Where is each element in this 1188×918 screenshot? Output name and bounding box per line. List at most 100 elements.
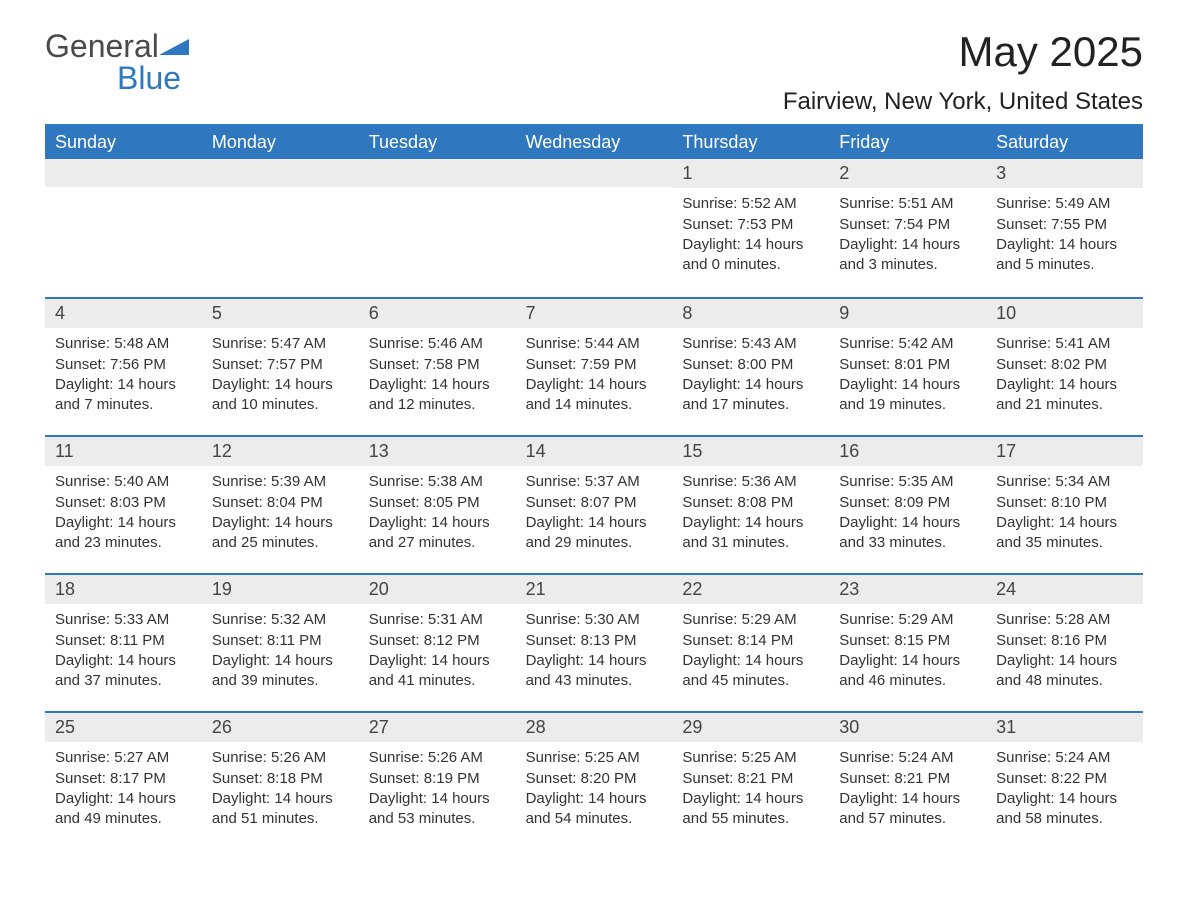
header: General Blue May 2025 Fairview, New York… — [45, 30, 1143, 116]
day-number: 29 — [672, 713, 829, 742]
daylight-text: Daylight: 14 hours and 3 minutes. — [839, 235, 976, 276]
day-details: Sunrise: 5:26 AMSunset: 8:19 PMDaylight:… — [359, 742, 516, 839]
day-number: 3 — [986, 159, 1143, 188]
day-number: 4 — [45, 299, 202, 328]
sunset-text: Sunset: 8:10 PM — [996, 493, 1133, 513]
day-cell: 27Sunrise: 5:26 AMSunset: 8:19 PMDayligh… — [359, 713, 516, 849]
daylight-text: Daylight: 14 hours and 29 minutes. — [526, 513, 663, 554]
day-cell: 9Sunrise: 5:42 AMSunset: 8:01 PMDaylight… — [829, 299, 986, 435]
sunrise-text: Sunrise: 5:38 AM — [369, 472, 506, 492]
day-number: 25 — [45, 713, 202, 742]
day-cell: 24Sunrise: 5:28 AMSunset: 8:16 PMDayligh… — [986, 575, 1143, 711]
week-row: 4Sunrise: 5:48 AMSunset: 7:56 PMDaylight… — [45, 297, 1143, 435]
daylight-text: Daylight: 14 hours and 43 minutes. — [526, 651, 663, 692]
weekday-header: Friday — [829, 126, 986, 159]
daylight-text: Daylight: 14 hours and 51 minutes. — [212, 789, 349, 830]
day-details: Sunrise: 5:42 AMSunset: 8:01 PMDaylight:… — [829, 328, 986, 425]
day-number: 7 — [516, 299, 673, 328]
day-cell: 25Sunrise: 5:27 AMSunset: 8:17 PMDayligh… — [45, 713, 202, 849]
sunrise-text: Sunrise: 5:46 AM — [369, 334, 506, 354]
sunrise-text: Sunrise: 5:26 AM — [212, 748, 349, 768]
daylight-text: Daylight: 14 hours and 7 minutes. — [55, 375, 192, 416]
day-cell: 31Sunrise: 5:24 AMSunset: 8:22 PMDayligh… — [986, 713, 1143, 849]
sunset-text: Sunset: 7:55 PM — [996, 215, 1133, 235]
sunset-text: Sunset: 8:16 PM — [996, 631, 1133, 651]
daylight-text: Daylight: 14 hours and 37 minutes. — [55, 651, 192, 692]
sunrise-text: Sunrise: 5:36 AM — [682, 472, 819, 492]
day-number: 14 — [516, 437, 673, 466]
daylight-text: Daylight: 14 hours and 5 minutes. — [996, 235, 1133, 276]
daylight-text: Daylight: 14 hours and 39 minutes. — [212, 651, 349, 692]
week-row: 11Sunrise: 5:40 AMSunset: 8:03 PMDayligh… — [45, 435, 1143, 573]
sunset-text: Sunset: 7:53 PM — [682, 215, 819, 235]
day-details: Sunrise: 5:27 AMSunset: 8:17 PMDaylight:… — [45, 742, 202, 839]
day-cell — [359, 159, 516, 297]
day-details: Sunrise: 5:41 AMSunset: 8:02 PMDaylight:… — [986, 328, 1143, 425]
sunrise-text: Sunrise: 5:43 AM — [682, 334, 819, 354]
weekday-header: Thursday — [672, 126, 829, 159]
day-details: Sunrise: 5:34 AMSunset: 8:10 PMDaylight:… — [986, 466, 1143, 563]
day-cell: 15Sunrise: 5:36 AMSunset: 8:08 PMDayligh… — [672, 437, 829, 573]
day-details: Sunrise: 5:28 AMSunset: 8:16 PMDaylight:… — [986, 604, 1143, 701]
day-cell: 21Sunrise: 5:30 AMSunset: 8:13 PMDayligh… — [516, 575, 673, 711]
day-number: 17 — [986, 437, 1143, 466]
day-cell: 12Sunrise: 5:39 AMSunset: 8:04 PMDayligh… — [202, 437, 359, 573]
daylight-text: Daylight: 14 hours and 14 minutes. — [526, 375, 663, 416]
day-details: Sunrise: 5:48 AMSunset: 7:56 PMDaylight:… — [45, 328, 202, 425]
sunrise-text: Sunrise: 5:29 AM — [839, 610, 976, 630]
day-cell: 19Sunrise: 5:32 AMSunset: 8:11 PMDayligh… — [202, 575, 359, 711]
day-cell: 6Sunrise: 5:46 AMSunset: 7:58 PMDaylight… — [359, 299, 516, 435]
day-cell: 30Sunrise: 5:24 AMSunset: 8:21 PMDayligh… — [829, 713, 986, 849]
day-cell: 10Sunrise: 5:41 AMSunset: 8:02 PMDayligh… — [986, 299, 1143, 435]
logo-triangle-icon — [159, 37, 189, 57]
day-cell: 22Sunrise: 5:29 AMSunset: 8:14 PMDayligh… — [672, 575, 829, 711]
day-number: 28 — [516, 713, 673, 742]
day-details: Sunrise: 5:25 AMSunset: 8:20 PMDaylight:… — [516, 742, 673, 839]
daylight-text: Daylight: 14 hours and 21 minutes. — [996, 375, 1133, 416]
empty-day — [516, 159, 673, 187]
sunrise-text: Sunrise: 5:39 AM — [212, 472, 349, 492]
sunset-text: Sunset: 8:22 PM — [996, 769, 1133, 789]
day-cell: 18Sunrise: 5:33 AMSunset: 8:11 PMDayligh… — [45, 575, 202, 711]
day-number: 15 — [672, 437, 829, 466]
sunrise-text: Sunrise: 5:40 AM — [55, 472, 192, 492]
day-number: 2 — [829, 159, 986, 188]
daylight-text: Daylight: 14 hours and 35 minutes. — [996, 513, 1133, 554]
empty-day — [45, 159, 202, 187]
logo: General Blue — [45, 30, 189, 94]
sunset-text: Sunset: 7:54 PM — [839, 215, 976, 235]
sunset-text: Sunset: 8:15 PM — [839, 631, 976, 651]
day-details: Sunrise: 5:52 AMSunset: 7:53 PMDaylight:… — [672, 188, 829, 285]
sunrise-text: Sunrise: 5:42 AM — [839, 334, 976, 354]
day-number: 10 — [986, 299, 1143, 328]
day-cell: 7Sunrise: 5:44 AMSunset: 7:59 PMDaylight… — [516, 299, 673, 435]
sunrise-text: Sunrise: 5:25 AM — [526, 748, 663, 768]
sunset-text: Sunset: 8:18 PM — [212, 769, 349, 789]
daylight-text: Daylight: 14 hours and 46 minutes. — [839, 651, 976, 692]
sunrise-text: Sunrise: 5:48 AM — [55, 334, 192, 354]
sunset-text: Sunset: 8:01 PM — [839, 355, 976, 375]
day-cell: 17Sunrise: 5:34 AMSunset: 8:10 PMDayligh… — [986, 437, 1143, 573]
weekday-header-row: SundayMondayTuesdayWednesdayThursdayFrid… — [45, 126, 1143, 159]
daylight-text: Daylight: 14 hours and 27 minutes. — [369, 513, 506, 554]
sunset-text: Sunset: 8:02 PM — [996, 355, 1133, 375]
day-cell — [45, 159, 202, 297]
sunset-text: Sunset: 8:14 PM — [682, 631, 819, 651]
day-details: Sunrise: 5:51 AMSunset: 7:54 PMDaylight:… — [829, 188, 986, 285]
logo-word-1: General — [45, 28, 159, 64]
month-title: May 2025 — [783, 30, 1143, 74]
week-row: 18Sunrise: 5:33 AMSunset: 8:11 PMDayligh… — [45, 573, 1143, 711]
day-cell: 16Sunrise: 5:35 AMSunset: 8:09 PMDayligh… — [829, 437, 986, 573]
day-number: 8 — [672, 299, 829, 328]
day-cell: 13Sunrise: 5:38 AMSunset: 8:05 PMDayligh… — [359, 437, 516, 573]
sunset-text: Sunset: 8:13 PM — [526, 631, 663, 651]
day-details: Sunrise: 5:37 AMSunset: 8:07 PMDaylight:… — [516, 466, 673, 563]
daylight-text: Daylight: 14 hours and 0 minutes. — [682, 235, 819, 276]
sunrise-text: Sunrise: 5:34 AM — [996, 472, 1133, 492]
sunrise-text: Sunrise: 5:27 AM — [55, 748, 192, 768]
day-cell: 8Sunrise: 5:43 AMSunset: 8:00 PMDaylight… — [672, 299, 829, 435]
day-number: 11 — [45, 437, 202, 466]
sunset-text: Sunset: 8:11 PM — [212, 631, 349, 651]
sunset-text: Sunset: 8:21 PM — [682, 769, 819, 789]
weekday-header: Wednesday — [516, 126, 673, 159]
